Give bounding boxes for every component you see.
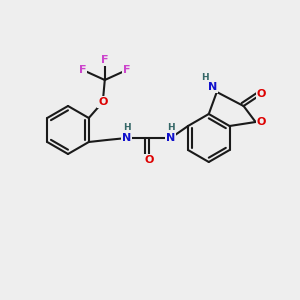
Text: O: O xyxy=(144,155,154,165)
Text: O: O xyxy=(257,89,266,99)
Text: H: H xyxy=(201,74,208,82)
Text: N: N xyxy=(208,82,218,92)
Text: H: H xyxy=(123,122,130,131)
Text: H: H xyxy=(167,122,175,131)
Text: F: F xyxy=(79,65,86,75)
Text: F: F xyxy=(123,65,130,75)
Text: N: N xyxy=(166,133,176,143)
Text: O: O xyxy=(98,97,107,107)
Text: F: F xyxy=(101,55,109,65)
Text: N: N xyxy=(122,133,131,143)
Text: O: O xyxy=(257,117,266,127)
